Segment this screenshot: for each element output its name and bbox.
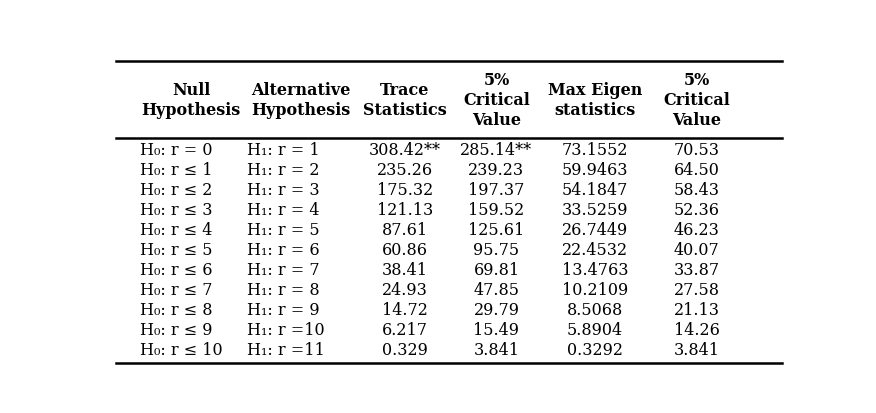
Text: H₁: r = 4: H₁: r = 4 — [247, 202, 319, 218]
Text: 8.5068: 8.5068 — [567, 301, 623, 318]
Text: 22.4532: 22.4532 — [562, 242, 628, 259]
Text: 15.49: 15.49 — [473, 322, 519, 339]
Text: H₁: r = 6: H₁: r = 6 — [247, 242, 319, 259]
Text: 5%
Critical
Value: 5% Critical Value — [463, 72, 530, 129]
Text: H₀: r ≤ 2: H₀: r ≤ 2 — [140, 181, 212, 198]
Text: 54.1847: 54.1847 — [562, 181, 628, 198]
Text: H₁: r = 2: H₁: r = 2 — [247, 161, 319, 178]
Text: H₀: r ≤ 3: H₀: r ≤ 3 — [140, 202, 213, 218]
Text: 10.2109: 10.2109 — [562, 282, 628, 299]
Text: H₁: r = 9: H₁: r = 9 — [247, 301, 319, 318]
Text: 73.1552: 73.1552 — [562, 141, 628, 158]
Text: H₀: r ≤ 1: H₀: r ≤ 1 — [140, 161, 213, 178]
Text: 21.13: 21.13 — [674, 301, 720, 318]
Text: 0.3292: 0.3292 — [567, 342, 623, 358]
Text: 14.72: 14.72 — [382, 301, 427, 318]
Text: H₁: r = 5: H₁: r = 5 — [247, 221, 319, 238]
Text: 239.23: 239.23 — [469, 161, 525, 178]
Text: H₀: r ≤ 7: H₀: r ≤ 7 — [140, 282, 213, 299]
Text: H₀: r ≤ 10: H₀: r ≤ 10 — [140, 342, 223, 358]
Text: H₁: r = 3: H₁: r = 3 — [247, 181, 319, 198]
Text: 6.217: 6.217 — [382, 322, 427, 339]
Text: 14.26: 14.26 — [674, 322, 720, 339]
Text: 121.13: 121.13 — [377, 202, 433, 218]
Text: 60.86: 60.86 — [382, 242, 427, 259]
Text: 308.42**: 308.42** — [369, 141, 441, 158]
Text: H₀: r = 0: H₀: r = 0 — [140, 141, 213, 158]
Text: H₁: r = 1: H₁: r = 1 — [247, 141, 319, 158]
Text: 159.52: 159.52 — [469, 202, 525, 218]
Text: 125.61: 125.61 — [469, 221, 525, 238]
Text: H₁: r = 8: H₁: r = 8 — [247, 282, 319, 299]
Text: 70.53: 70.53 — [674, 141, 720, 158]
Text: 47.85: 47.85 — [473, 282, 519, 299]
Text: 3.841: 3.841 — [674, 342, 720, 358]
Text: 235.26: 235.26 — [377, 161, 433, 178]
Text: H₀: r ≤ 8: H₀: r ≤ 8 — [140, 301, 213, 318]
Text: 95.75: 95.75 — [473, 242, 519, 259]
Text: 5%
Critical
Value: 5% Critical Value — [663, 72, 730, 129]
Text: 3.841: 3.841 — [473, 342, 519, 358]
Text: H₁: r =10: H₁: r =10 — [247, 322, 324, 339]
Text: H₁: r =11: H₁: r =11 — [247, 342, 324, 358]
Text: 52.36: 52.36 — [674, 202, 720, 218]
Text: 58.43: 58.43 — [674, 181, 720, 198]
Text: 285.14**: 285.14** — [461, 141, 533, 158]
Text: 87.61: 87.61 — [382, 221, 427, 238]
Text: 26.7449: 26.7449 — [562, 221, 628, 238]
Text: 5.8904: 5.8904 — [567, 322, 623, 339]
Text: 24.93: 24.93 — [382, 282, 427, 299]
Text: 197.37: 197.37 — [469, 181, 525, 198]
Text: 29.79: 29.79 — [473, 301, 519, 318]
Text: 40.07: 40.07 — [674, 242, 719, 259]
Text: Alternative
Hypothesis: Alternative Hypothesis — [251, 82, 351, 119]
Text: 13.4763: 13.4763 — [562, 261, 628, 278]
Text: 33.87: 33.87 — [674, 261, 720, 278]
Text: Max Eigen
statistics: Max Eigen statistics — [548, 82, 642, 119]
Text: 59.9463: 59.9463 — [562, 161, 628, 178]
Text: 64.50: 64.50 — [674, 161, 720, 178]
Text: H₁: r = 7: H₁: r = 7 — [247, 261, 319, 278]
Text: 27.58: 27.58 — [674, 282, 720, 299]
Text: 0.329: 0.329 — [382, 342, 427, 358]
Text: 175.32: 175.32 — [377, 181, 433, 198]
Text: H₀: r ≤ 5: H₀: r ≤ 5 — [140, 242, 213, 259]
Text: H₀: r ≤ 9: H₀: r ≤ 9 — [140, 322, 213, 339]
Text: 69.81: 69.81 — [473, 261, 519, 278]
Text: Null
Hypothesis: Null Hypothesis — [141, 82, 241, 119]
Text: 38.41: 38.41 — [382, 261, 427, 278]
Text: H₀: r ≤ 4: H₀: r ≤ 4 — [140, 221, 212, 238]
Text: Trace
Statistics: Trace Statistics — [363, 82, 447, 119]
Text: H₀: r ≤ 6: H₀: r ≤ 6 — [140, 261, 213, 278]
Text: 46.23: 46.23 — [674, 221, 720, 238]
Text: 33.5259: 33.5259 — [562, 202, 628, 218]
